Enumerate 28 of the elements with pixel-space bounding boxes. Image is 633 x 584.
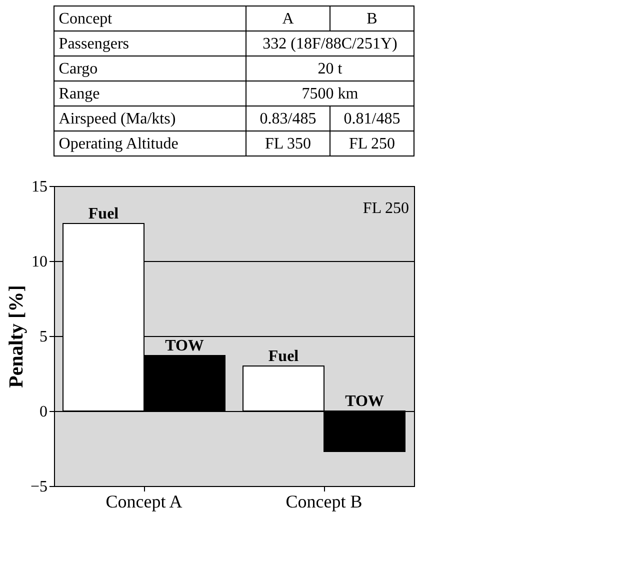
text: 0.83/485 bbox=[260, 110, 316, 128]
text: B bbox=[366, 10, 378, 28]
x-tick-label: Concept A bbox=[106, 492, 182, 512]
y-tick-label: 15 bbox=[32, 178, 48, 196]
text: Operating Altitude bbox=[58, 136, 178, 152]
x-tick-label: Concept B bbox=[286, 492, 362, 512]
text: Cargo bbox=[58, 60, 98, 78]
text: A bbox=[282, 10, 294, 28]
text: Fuel bbox=[268, 348, 299, 365]
annotation: FL 250 bbox=[362, 200, 409, 217]
text: FL 250 bbox=[348, 136, 396, 152]
y-axis-title: Penalty [%] bbox=[5, 285, 28, 388]
text: Airspeed (Ma/kts) bbox=[58, 110, 176, 128]
text: Passengers bbox=[58, 36, 130, 52]
series-label: TOW bbox=[165, 338, 204, 354]
series-label: Fuel bbox=[88, 206, 120, 222]
y-tick-label: 10 bbox=[32, 254, 48, 270]
text: Range bbox=[58, 86, 100, 102]
text: Concept bbox=[58, 10, 113, 28]
text: 20 t bbox=[318, 60, 343, 78]
text: 7500 km bbox=[302, 86, 359, 102]
text: TOW bbox=[345, 393, 384, 410]
text: 332 (18F/88C/251Y) bbox=[262, 36, 398, 52]
text: 0.81/485 bbox=[344, 110, 400, 128]
y-tick-label: −5 bbox=[30, 478, 48, 496]
y-tick-label: 0 bbox=[40, 404, 48, 420]
y-tick-label: 5 bbox=[40, 328, 48, 346]
text: FL 350 bbox=[264, 136, 312, 152]
